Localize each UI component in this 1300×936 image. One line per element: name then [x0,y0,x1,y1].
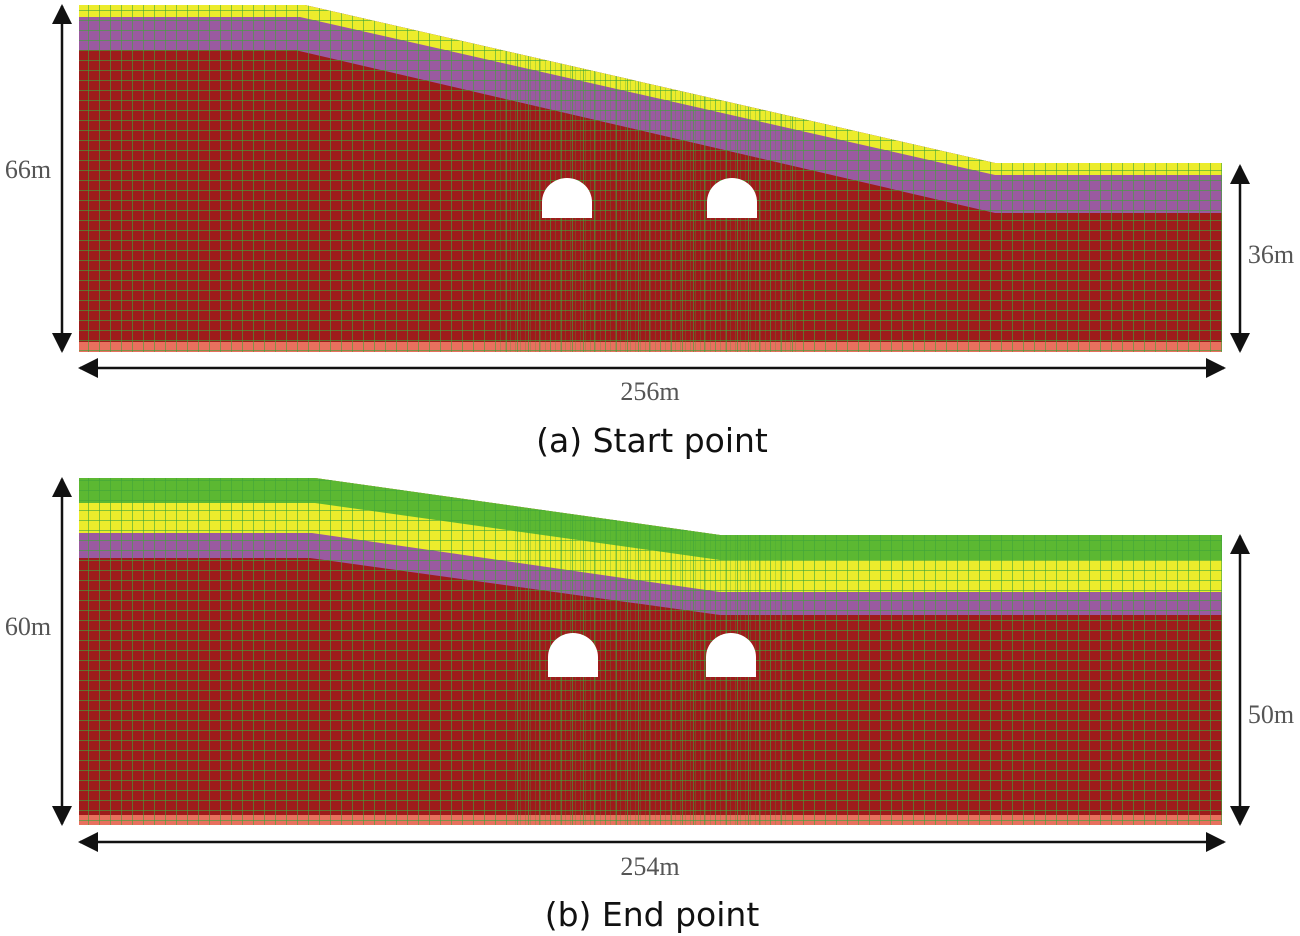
mesh-b [79,478,1222,825]
dim-label: 254m [620,852,679,881]
dim-label: 256m [620,377,679,406]
dim-label: 36m [1248,240,1294,269]
dim-label: 60m [5,612,51,641]
mesh-a [79,5,1222,352]
caption: (a) Start point [536,421,768,460]
dim-label: 50m [1248,700,1294,729]
caption: (b) End point [545,895,760,934]
dim-label: 66m [5,155,51,184]
